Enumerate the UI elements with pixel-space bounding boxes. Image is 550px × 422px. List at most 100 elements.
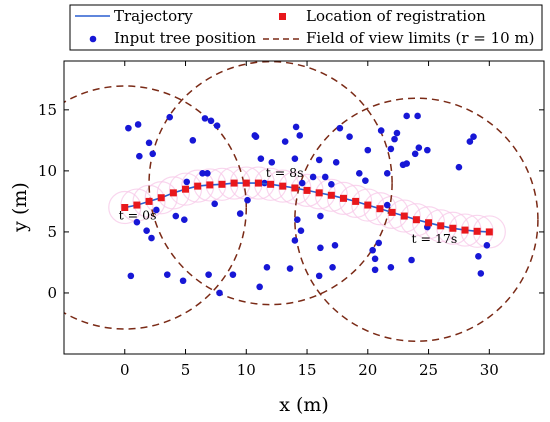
registration-point-26 (437, 222, 445, 230)
registration-point-8 (218, 180, 226, 188)
tree-point-41 (298, 179, 306, 187)
registration-halo-8 (205, 167, 239, 201)
plot-frame (63, 60, 545, 355)
tree-point-33 (263, 264, 271, 271)
tree-point-12 (183, 178, 191, 186)
registration-point-24 (412, 216, 420, 224)
tree-point-26 (236, 210, 244, 217)
tree-point-27 (244, 196, 251, 204)
legend-registration-label: Location of registration (306, 7, 486, 25)
x-axis-label: x (m) (279, 394, 329, 416)
tree-point-3 (145, 139, 153, 147)
tree-point-21 (229, 271, 237, 278)
registration-point-16 (315, 189, 323, 197)
tree-point-71 (403, 160, 410, 167)
tree-point-8 (143, 227, 150, 234)
tree-point-17 (207, 117, 215, 125)
tree-point-20 (211, 200, 218, 208)
tree-point-11 (181, 216, 188, 224)
legend-tree-label: Input tree position (114, 29, 256, 47)
tree-point-61 (375, 239, 383, 247)
registration-halo-19 (339, 184, 373, 218)
tree-point-0 (125, 124, 132, 132)
x-tick-label-0: 0 (120, 361, 130, 379)
x-tick-label-2: 10 (237, 361, 256, 379)
x-tick-label-1: 5 (181, 361, 191, 379)
tree-point-38 (291, 237, 299, 244)
y-tick-label-1: 5 (47, 223, 57, 241)
tree-point-52 (331, 242, 339, 249)
registration-point-7 (206, 181, 214, 189)
legend-fov-label: Field of view limits (r = 10 m) (306, 29, 535, 47)
registration-halo-21 (363, 192, 397, 226)
x-tick-label-3: 15 (297, 361, 316, 379)
registration-point-17 (327, 191, 335, 199)
tree-point-43 (292, 123, 300, 131)
registration-point-12 (267, 180, 275, 188)
time-annotation-0: t = 0s (119, 208, 157, 223)
tree-point-36 (286, 265, 294, 272)
legend-trajectory-label: Trajectory (114, 7, 193, 25)
registration-point-5 (182, 185, 190, 193)
tree-point-42 (296, 132, 304, 139)
x-tick-label-6: 30 (480, 361, 499, 379)
registration-point-15 (303, 186, 311, 194)
legend-tree-swatch (89, 35, 97, 43)
tree-point-15 (204, 170, 211, 177)
tree-point-35 (281, 138, 289, 145)
y-tick-label-2: 10 (38, 162, 57, 180)
registration-halo-30 (472, 215, 506, 249)
registration-halo-2 (132, 184, 166, 218)
tree-point-51 (332, 159, 340, 166)
tree-point-55 (346, 133, 353, 140)
registration-halo-5 (168, 172, 203, 206)
tree-point-62 (371, 266, 379, 274)
registration-point-21 (376, 205, 384, 213)
registration-halo-7 (193, 168, 227, 202)
tick-layer: 0 5 10 15 20 25 30 0 5 10 15 (38, 61, 544, 379)
registration-halo-17 (314, 178, 348, 212)
tree-point-77 (424, 146, 431, 154)
tree-point-79 (455, 163, 463, 171)
tree-point-73 (408, 256, 415, 264)
registration-point-25 (425, 219, 433, 227)
tree-point-2 (136, 152, 143, 160)
tree-point-57 (362, 177, 369, 184)
registration-point-2 (145, 197, 153, 205)
registration-halo-27 (436, 211, 470, 245)
tree-point-75 (415, 144, 423, 151)
registration-point-4 (169, 189, 177, 197)
fov-circle-1 (148, 61, 393, 306)
tree-point-69 (393, 129, 401, 137)
tree-point-24 (163, 271, 171, 278)
registration-point-11 (254, 179, 262, 187)
tree-point-64 (387, 264, 395, 271)
tree-point-46 (317, 212, 324, 220)
tree-point-50 (328, 181, 335, 188)
time-annotation-2: t = 17s (412, 231, 458, 246)
registration-halo-20 (351, 188, 385, 222)
tree-point-72 (403, 112, 410, 120)
tree-point-49 (321, 173, 329, 181)
x-tick-label-5: 25 (419, 361, 438, 379)
tree-point-22 (216, 289, 223, 297)
fov-circle-0 (64, 85, 247, 330)
registration-point-22 (388, 208, 396, 216)
tree-point-9 (153, 206, 160, 214)
tree-point-53 (329, 264, 336, 271)
tree-point-13 (189, 137, 197, 144)
plot-layer (64, 61, 539, 342)
registration-point-20 (364, 201, 372, 209)
tree-point-18 (213, 122, 221, 130)
tree-point-60 (371, 255, 379, 263)
tree-point-34 (256, 283, 263, 291)
tree-point-76 (414, 112, 421, 120)
tree-point-66 (383, 170, 391, 177)
registration-point-9 (230, 179, 238, 187)
tree-point-19 (205, 271, 212, 278)
legend-registration-swatch (279, 13, 286, 20)
tree-point-14 (199, 170, 206, 177)
tree-point-7 (133, 218, 141, 226)
tree-point-54 (336, 124, 344, 132)
